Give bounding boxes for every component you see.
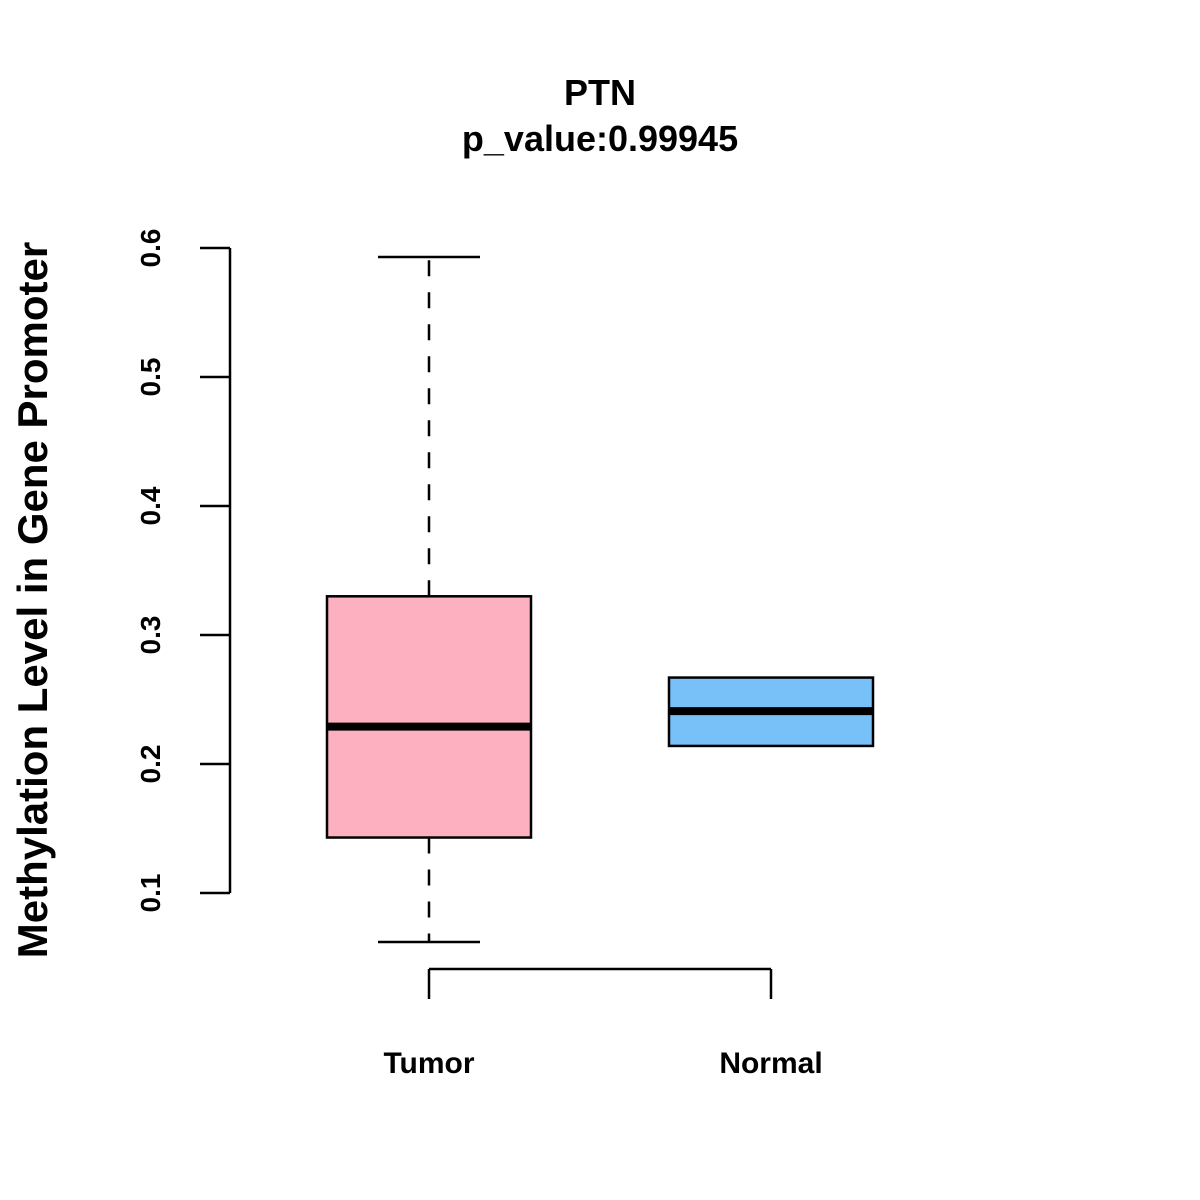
y-tick-label: 0.6 xyxy=(135,229,166,268)
y-axis-label: Methylation Level in Gene Promoter xyxy=(9,242,56,958)
x-tick-label: Tumor xyxy=(383,1047,474,1080)
boxes xyxy=(325,255,875,944)
box-tumor xyxy=(325,255,533,944)
y-tick-label: 0.5 xyxy=(135,358,166,397)
x-tick-label: Normal xyxy=(719,1047,822,1080)
y-tick-label: 0.1 xyxy=(135,874,166,913)
iqr-box xyxy=(325,595,533,839)
chart-title: PTN xyxy=(564,72,636,113)
x-axis: Tumor Normal xyxy=(383,967,823,1080)
y-axis: 0.1 0.2 0.3 0.4 0.5 0.6 xyxy=(135,229,232,913)
y-tick-label: 0.2 xyxy=(135,745,166,784)
y-tick-label: 0.4 xyxy=(135,486,166,525)
box-normal xyxy=(667,676,875,748)
y-tick-label: 0.3 xyxy=(135,616,166,655)
chart-subtitle: p_value:0.99945 xyxy=(462,118,738,159)
